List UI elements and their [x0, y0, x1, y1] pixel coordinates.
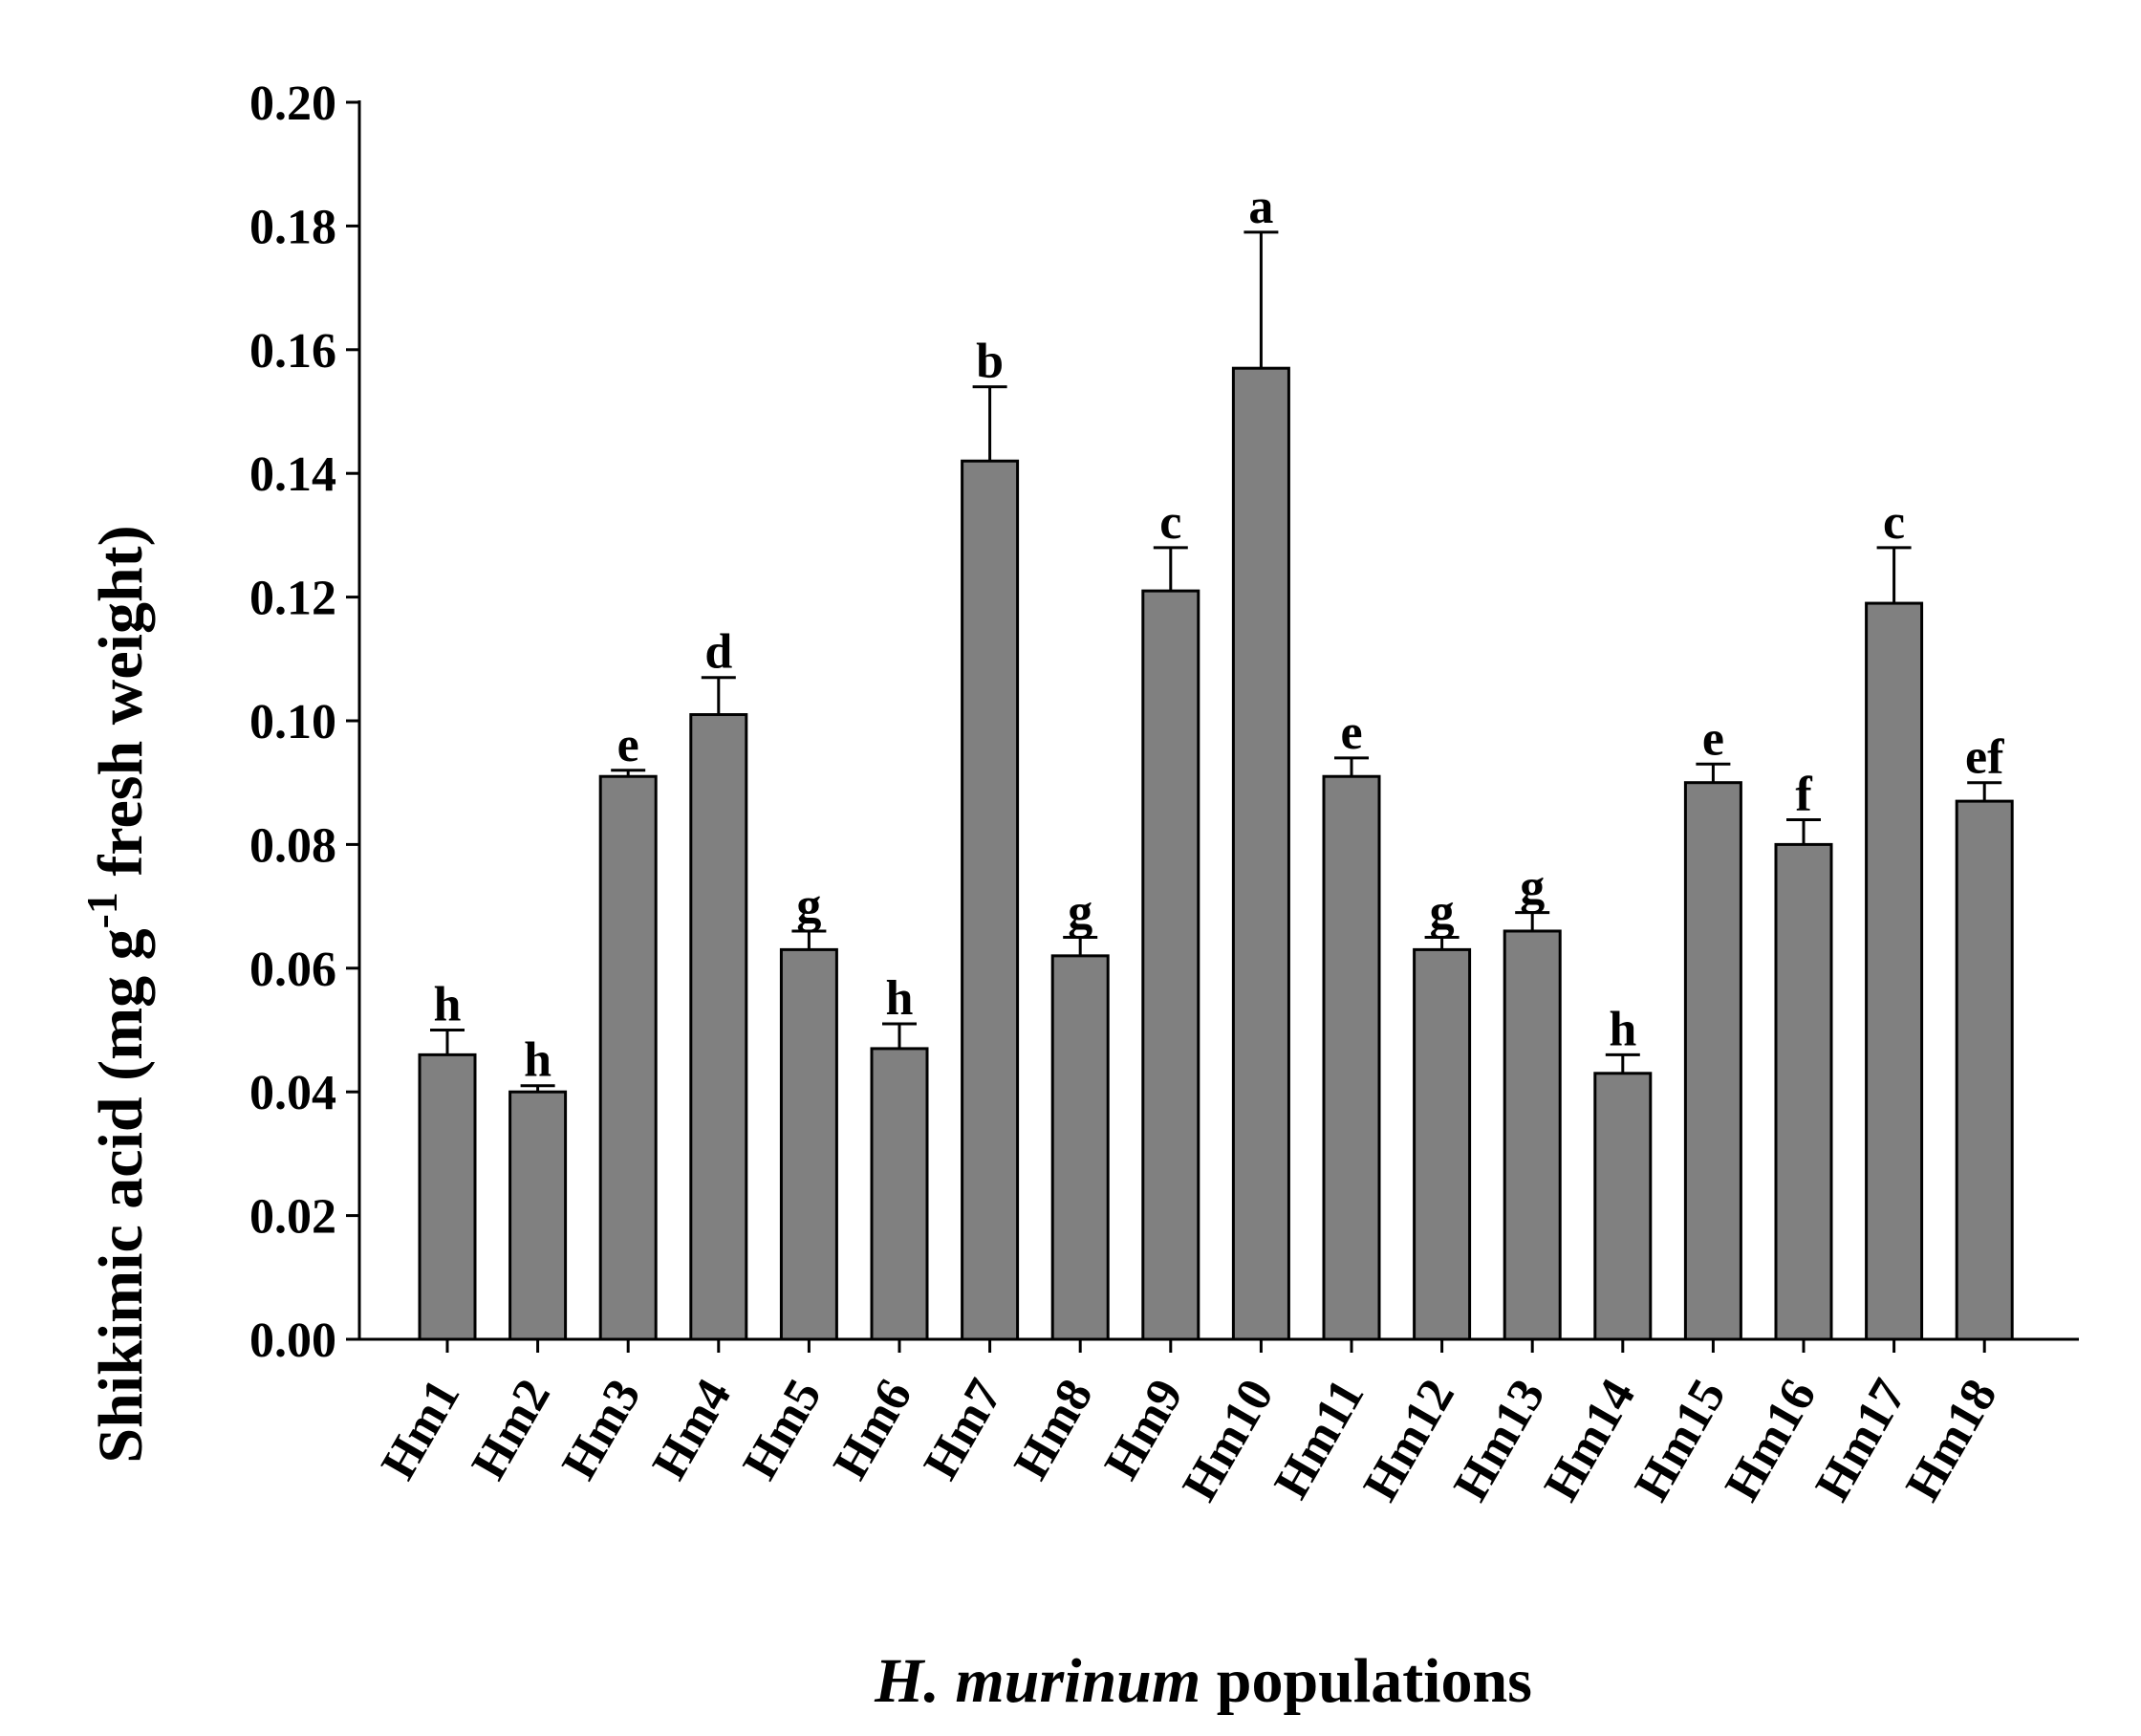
bar-hm11: [1322, 774, 1381, 1341]
category-label-hm3: Hm3: [551, 1371, 651, 1489]
category-label-hm6: Hm6: [823, 1371, 922, 1489]
bar-hm3: [598, 774, 658, 1341]
category-label-hm16: Hm16: [1715, 1371, 1827, 1510]
significance-label-hm5: g: [796, 879, 821, 933]
bar-hm5: [779, 947, 838, 1341]
category-label-hm8: Hm8: [1004, 1371, 1103, 1489]
category-label-hm1: Hm1: [371, 1371, 470, 1489]
y-tick-label: 0.12: [249, 572, 336, 626]
significance-label-hm8: g: [1068, 884, 1092, 939]
significance-label-hm6: h: [886, 971, 914, 1026]
significance-label-hm4: d: [704, 625, 732, 680]
error-bars: [430, 230, 2002, 1093]
significance-label-hm17: c: [1883, 495, 1905, 550]
significance-label-hm13: g: [1520, 860, 1545, 915]
category-label-hm7: Hm7: [914, 1371, 1013, 1489]
category-labels: Hm1Hm2Hm3Hm4Hm5Hm6Hm7Hm8Hm9Hm10Hm11Hm12H…: [371, 1371, 2007, 1510]
category-label-hm11: Hm11: [1265, 1371, 1375, 1508]
bar-hm16: [1774, 842, 1833, 1341]
y-tick-label: 0.14: [249, 447, 336, 502]
significance-label-hm2: h: [524, 1033, 551, 1088]
significance-label-hm9: c: [1159, 495, 1181, 550]
significance-label-hm1: h: [434, 978, 462, 1032]
category-label-hm4: Hm4: [642, 1371, 742, 1489]
bar-hm7: [961, 459, 1020, 1341]
category-label-hm15: Hm15: [1625, 1371, 1737, 1510]
significance-label-hm12: g: [1430, 884, 1455, 939]
bar-hm8: [1050, 954, 1110, 1341]
category-label-hm12: Hm12: [1353, 1371, 1465, 1510]
y-tick-label: 0.10: [249, 695, 336, 749]
y-tick-label: 0.18: [249, 200, 336, 254]
significance-label-hm15: e: [1702, 711, 1724, 766]
bar-hm4: [689, 713, 748, 1341]
bar-hm10: [1231, 366, 1290, 1341]
bar-hm18: [1955, 799, 2014, 1341]
y-tick-label: 0.16: [249, 324, 336, 379]
significance-label-hm14: h: [1609, 1002, 1636, 1056]
bar-hm12: [1413, 947, 1472, 1341]
bar-hm9: [1141, 589, 1200, 1341]
x-axis-title: H. murinum populations: [874, 1646, 1532, 1716]
category-label-hm5: Hm5: [733, 1371, 833, 1489]
bar-hm2: [508, 1090, 568, 1341]
y-axis: 0.00 0.02 0.04 0.06 0.08 0.10 0.12 0.14 0.16 0.18…: [249, 76, 361, 1368]
category-label-hm10: Hm10: [1173, 1371, 1285, 1510]
bar-hm17: [1865, 601, 1924, 1341]
bar-hm13: [1503, 929, 1562, 1341]
bar-hm15: [1683, 781, 1742, 1341]
significance-label-hm16: f: [1795, 768, 1812, 822]
category-label-hm13: Hm13: [1443, 1371, 1555, 1510]
significance-label-hm3: e: [617, 718, 639, 772]
significance-label-hm7: b: [976, 335, 1004, 389]
y-axis-title: Shikimic acid (mg g-1 fresh weight): [77, 525, 156, 1463]
bars: [418, 366, 2014, 1341]
category-label-hm14: Hm14: [1534, 1371, 1646, 1510]
bar-hm6: [870, 1047, 929, 1341]
bar-hm14: [1593, 1072, 1653, 1341]
category-label-hm17: Hm17: [1806, 1371, 1917, 1510]
significance-label-hm10: a: [1248, 180, 1273, 234]
category-label-hm18: Hm18: [1895, 1371, 2007, 1510]
y-tick-label: 0.08: [249, 818, 336, 873]
y-tick-label: 0.06: [249, 943, 336, 997]
category-label-hm2: Hm2: [462, 1371, 561, 1489]
bar-hm1: [418, 1052, 477, 1341]
y-tick-label: 0.00: [249, 1313, 336, 1368]
y-tick-label: 0.04: [249, 1066, 336, 1120]
y-tick-label: 0.20: [249, 76, 336, 131]
significance-label-hm18: ef: [1965, 730, 2004, 785]
y-tick-label: 0.02: [249, 1190, 336, 1245]
x-axis: [359, 1337, 2079, 1353]
significance-label-hm11: e: [1340, 705, 1362, 760]
